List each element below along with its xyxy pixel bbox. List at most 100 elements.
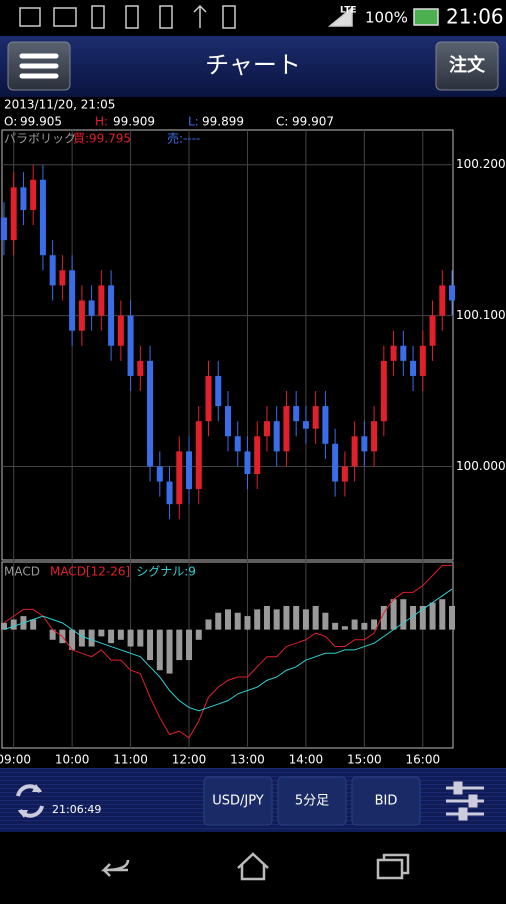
candle-body [312, 406, 319, 429]
candle-body [215, 375, 222, 407]
candle-body [69, 270, 76, 331]
price-label[interactable]: BID [375, 794, 398, 809]
interval-label[interactable]: 5分足 [295, 794, 329, 809]
menu-button[interactable] [7, 41, 71, 91]
page-title: チャート [205, 51, 301, 79]
candle-body [302, 421, 309, 429]
macd-panel [1, 561, 454, 749]
histogram-bar [312, 605, 319, 630]
histogram-bar [390, 599, 397, 630]
candle-body [166, 481, 173, 505]
pair-label[interactable]: USD/JPY [212, 794, 264, 809]
histogram-bar [78, 629, 85, 647]
histogram-bar [234, 612, 241, 630]
close-value: 99.907 [292, 115, 334, 129]
histogram-bar [449, 605, 456, 630]
x-tick-label: 14:00 [289, 753, 324, 767]
histogram-bar [293, 605, 300, 630]
network: LTE [340, 6, 357, 16]
histogram-bar [371, 619, 378, 630]
histogram-bar [98, 629, 105, 637]
candle-body [137, 360, 144, 376]
histogram-bar [302, 609, 309, 630]
candle-body [30, 179, 37, 210]
histogram-bar [0, 622, 7, 630]
histogram-bar [205, 619, 212, 630]
histogram-bar [108, 629, 115, 644]
x-tick-label: 15:00 [347, 753, 382, 767]
histogram-bar [400, 599, 407, 630]
histogram-bar [215, 612, 222, 630]
macd-line [3, 564, 453, 739]
candle-body [176, 451, 183, 505]
price-panel [1, 129, 454, 561]
histogram-bar [195, 629, 202, 640]
candle-body [293, 406, 300, 422]
candle-body [205, 375, 212, 422]
histogram-bar [351, 619, 358, 630]
price-button[interactable] [351, 776, 421, 826]
candle-body [410, 360, 417, 376]
candle-body [332, 443, 339, 482]
candle-body [195, 421, 202, 490]
histogram-bar [410, 605, 417, 630]
order-button[interactable] [435, 41, 499, 91]
y-tick-label: 100.100 [456, 308, 506, 322]
candle-body [147, 360, 154, 467]
histogram-bar [380, 605, 387, 630]
histogram-bar [332, 622, 339, 630]
candle-body [449, 285, 456, 301]
x-tick-label: 13:00 [230, 753, 265, 767]
candle-body [380, 360, 387, 422]
histogram-bar [88, 629, 95, 647]
candle-body [283, 406, 290, 452]
candle-body [361, 436, 368, 452]
battery: 100% [365, 9, 408, 27]
macd-title: MACD [4, 565, 40, 579]
candle-body [39, 179, 46, 256]
buy-label: 買:99.795 [73, 132, 131, 146]
interval-button[interactable] [277, 776, 347, 826]
candle-body [20, 187, 27, 210]
datetime: 2013/11/20, 21:05 [4, 98, 115, 112]
candle-body [59, 270, 66, 286]
x-tick-label: 10:00 [55, 753, 90, 767]
indicator-label: パラボリック [4, 132, 76, 146]
candle-body [254, 436, 261, 474]
histogram-bar [283, 605, 290, 630]
histogram-bar [224, 609, 231, 630]
order-label[interactable]: 注文 [449, 54, 486, 76]
candle-body [351, 436, 358, 467]
header [0, 36, 506, 97]
histogram-bar [419, 605, 426, 630]
histogram-bar [273, 609, 280, 630]
candle-body [88, 300, 95, 316]
histogram-bar [341, 626, 348, 630]
histogram-bar [49, 629, 56, 640]
candle-body [419, 345, 426, 376]
candle-body [429, 315, 436, 346]
histogram-bar [10, 619, 17, 630]
y-tick-label: 100.200 [456, 157, 506, 171]
refresh-button[interactable] [16, 784, 44, 818]
histogram-bar [147, 629, 154, 661]
candle-body [224, 406, 231, 437]
open-value: 99.905 [20, 115, 62, 129]
pair-button[interactable] [203, 776, 273, 826]
low-value: 99.899 [202, 115, 244, 129]
candle-body [273, 421, 280, 452]
candle-body [263, 421, 270, 437]
histogram-bar [186, 629, 193, 661]
settings-button[interactable] [446, 781, 484, 821]
histogram-bar [137, 629, 144, 647]
candle-body [390, 345, 397, 361]
x-tick-label: 12:00 [172, 753, 207, 767]
histogram-bar [263, 605, 270, 630]
open-label: O: [4, 115, 17, 129]
nav-icons[interactable] [100, 852, 410, 881]
clock: 21:06 [446, 5, 504, 29]
candle-body [49, 255, 56, 286]
candle-body [322, 406, 329, 444]
